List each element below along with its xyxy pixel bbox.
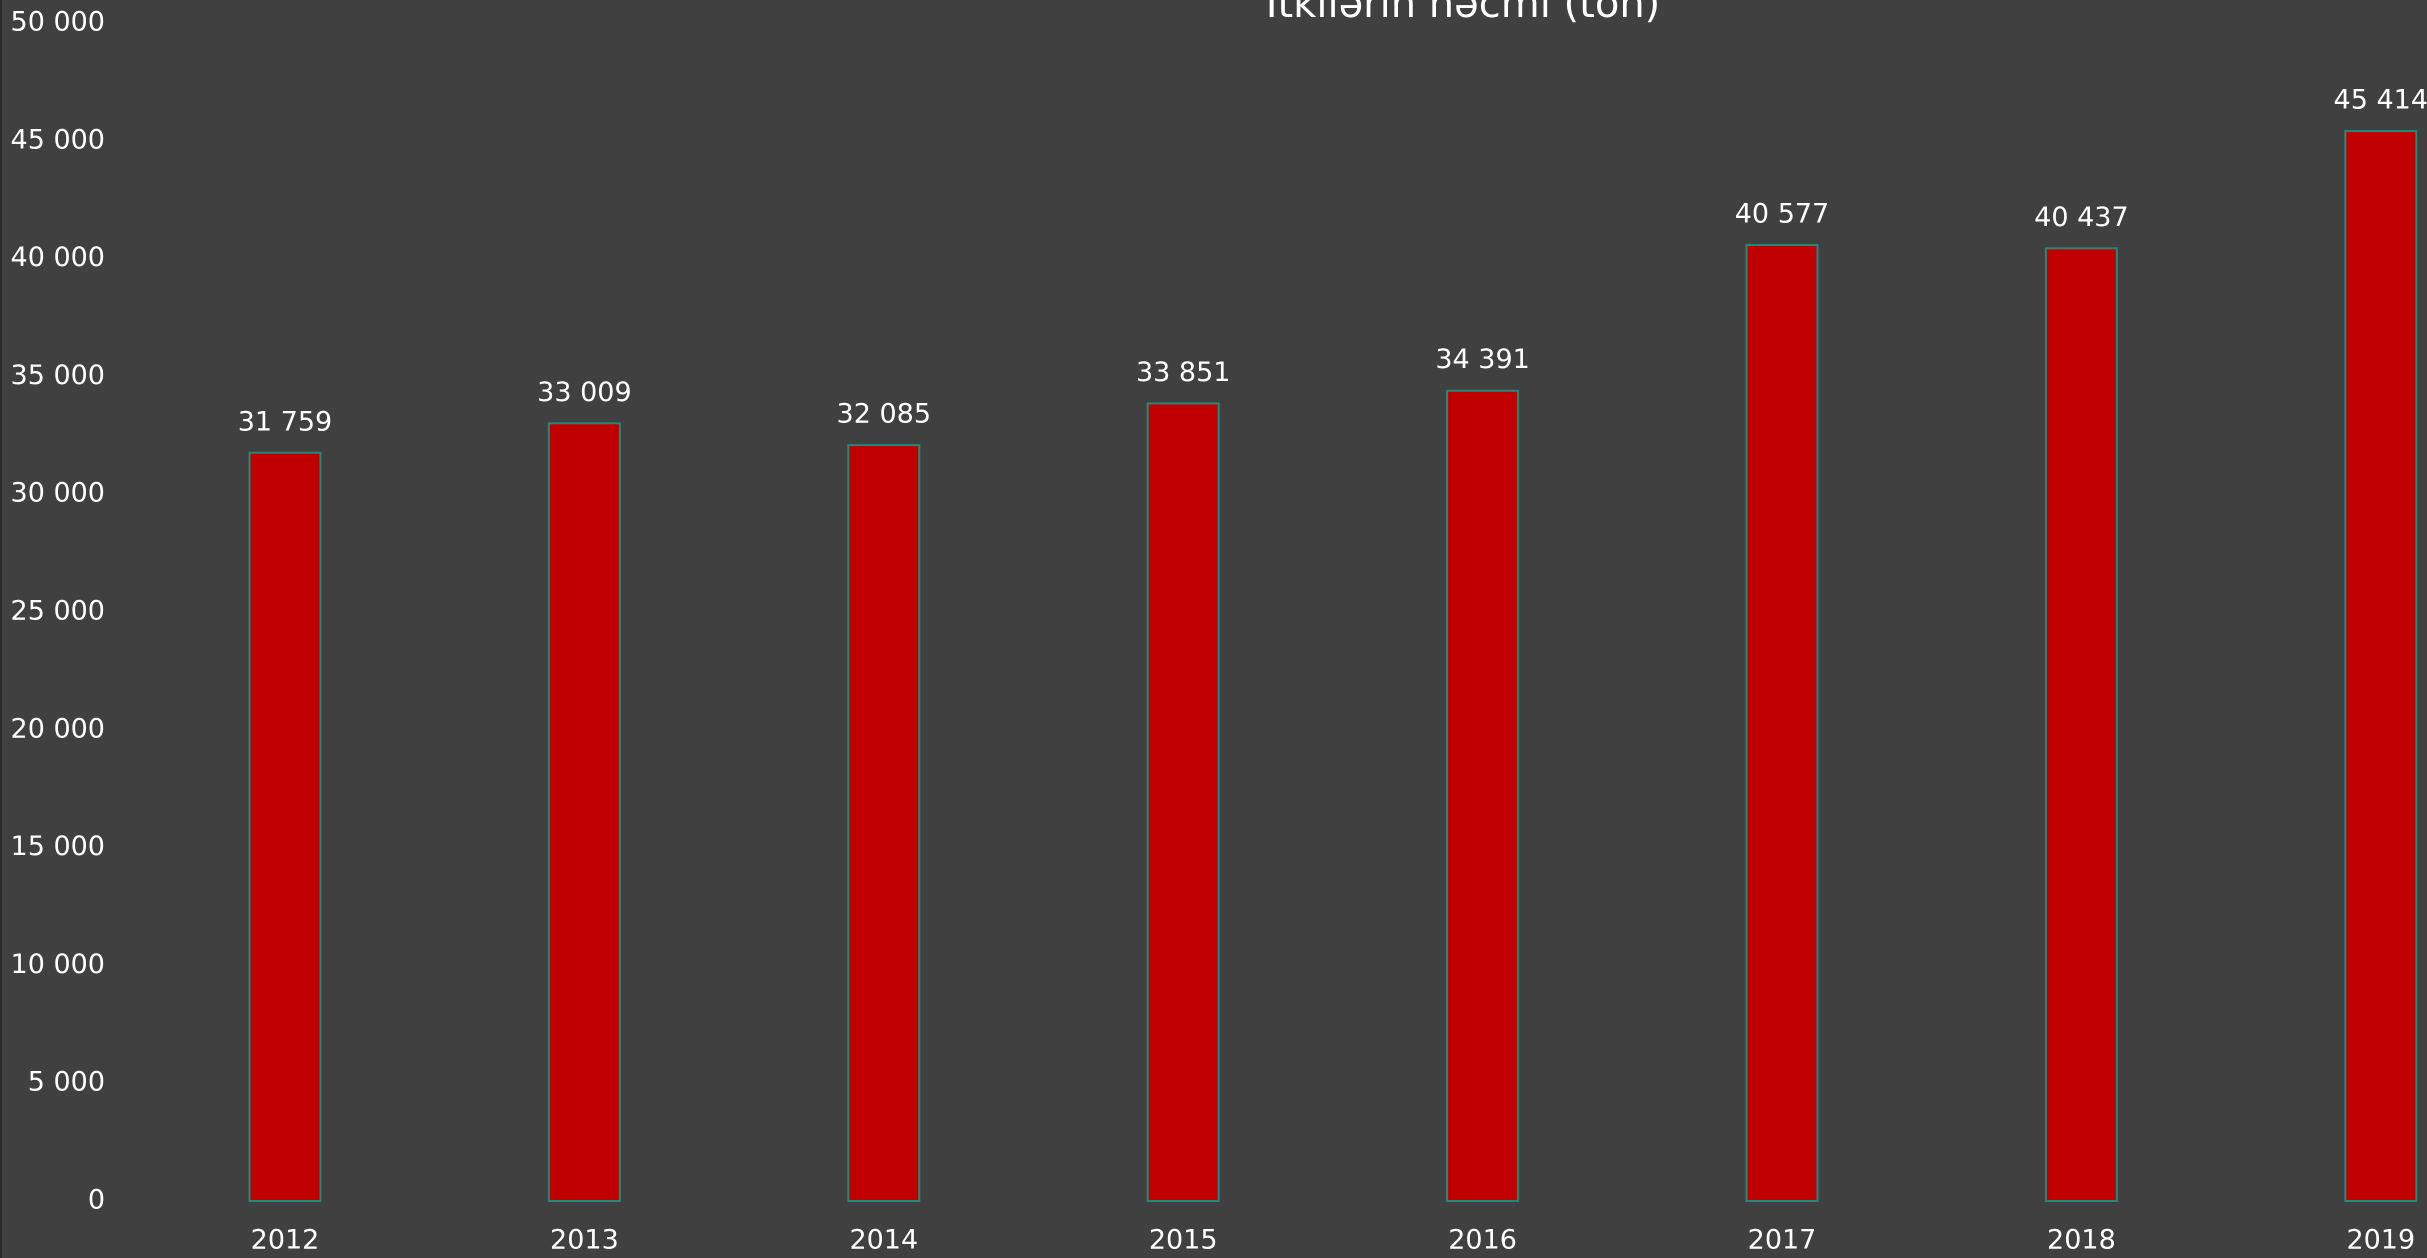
y-tick-label: 30 000 [11, 478, 105, 509]
y-tick-label: 5 000 [28, 1067, 105, 1098]
y-tick-label: 15 000 [11, 831, 105, 862]
x-tick-label: 2018 [2047, 1225, 2116, 1256]
value-label: 31 759 [238, 406, 332, 437]
value-label: 34 391 [1435, 344, 1529, 375]
y-tick-label: 25 000 [11, 596, 105, 627]
bar [1146, 402, 1220, 1202]
y-tick-label: 10 000 [11, 949, 105, 980]
value-label: 33 851 [1136, 357, 1230, 388]
x-tick-label: 2016 [1448, 1225, 1517, 1256]
bar [547, 422, 621, 1202]
y-tick-label: 0 [88, 1185, 105, 1216]
bar [1745, 244, 1819, 1203]
x-tick-label: 2019 [2346, 1225, 2415, 1256]
y-tick-label: 45 000 [11, 124, 105, 155]
bar [847, 444, 921, 1202]
bar [2044, 247, 2118, 1203]
bar [2344, 130, 2418, 1203]
value-label: 45 414 [2334, 85, 2427, 116]
x-tick-label: 2012 [251, 1225, 320, 1256]
value-label: 33 009 [537, 377, 631, 408]
value-label: 40 437 [2034, 202, 2128, 233]
bar [1446, 389, 1520, 1202]
value-label: 32 085 [837, 399, 931, 430]
x-tick-label: 2015 [1149, 1225, 1218, 1256]
x-tick-label: 2014 [849, 1225, 918, 1256]
y-tick-label: 50 000 [11, 7, 105, 38]
bar [248, 451, 322, 1203]
y-tick-label: 35 000 [11, 360, 105, 391]
chart-title: İtkilərin həcmi (ton) [1266, 0, 1661, 27]
x-tick-label: 2017 [1748, 1225, 1817, 1256]
y-tick-label: 20 000 [11, 713, 105, 744]
value-label: 40 577 [1735, 199, 1829, 230]
y-tick-label: 40 000 [11, 242, 105, 273]
x-tick-label: 2013 [550, 1225, 619, 1256]
